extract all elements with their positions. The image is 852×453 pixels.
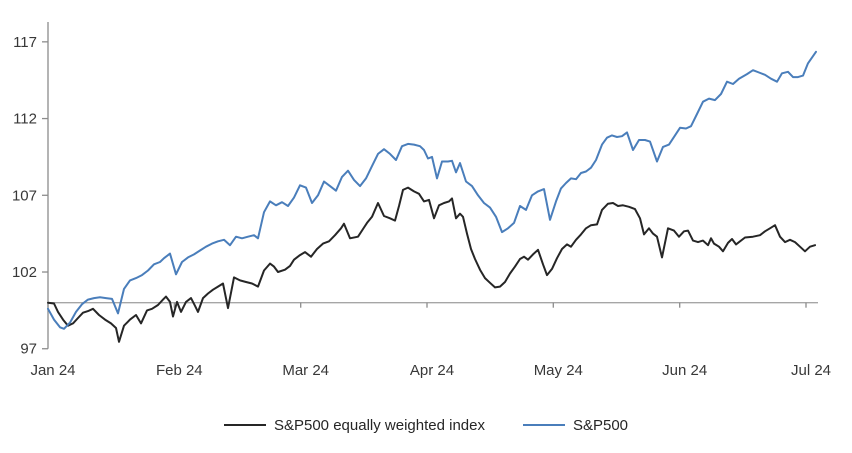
chart-legend: S&P500 equally weighted index S&P500 — [0, 410, 852, 440]
x-axis-label: Jul 24 — [791, 362, 831, 379]
y-tick-label: 117 — [13, 34, 37, 51]
x-axis-label: Feb 24 — [156, 362, 203, 379]
x-axis-label: Jan 24 — [30, 362, 75, 379]
line-chart: 97 102 107 112 117 Jan 24 Feb 24 Mar 24 Apr 24 Ma… — [12, 22, 831, 379]
equal-weight-line-swatch — [223, 424, 266, 426]
x-axis-label: Apr 24 — [410, 362, 454, 379]
legend-label-sp500: S&P500 — [572, 416, 629, 434]
y-tick-label: 102 — [12, 264, 37, 281]
sp500-series-line — [47, 50, 817, 330]
y-tick-label: 97 — [20, 341, 37, 358]
x-axis-label: Jun 24 — [662, 362, 707, 379]
x-axis-label: May 24 — [534, 362, 583, 379]
y-tick-label: 107 — [12, 187, 37, 204]
legend-label-equal-weight: S&P500 equally weighted index — [273, 416, 485, 434]
legend-item-sp500: S&P500 — [522, 416, 629, 434]
y-tick-label: 112 — [13, 111, 37, 128]
x-axis-label: Mar 24 — [282, 362, 329, 379]
sp500-line-swatch — [522, 424, 565, 426]
equal-weight-series-line — [47, 186, 816, 343]
legend-item-equal-weight: S&P500 equally weighted index — [223, 416, 485, 434]
